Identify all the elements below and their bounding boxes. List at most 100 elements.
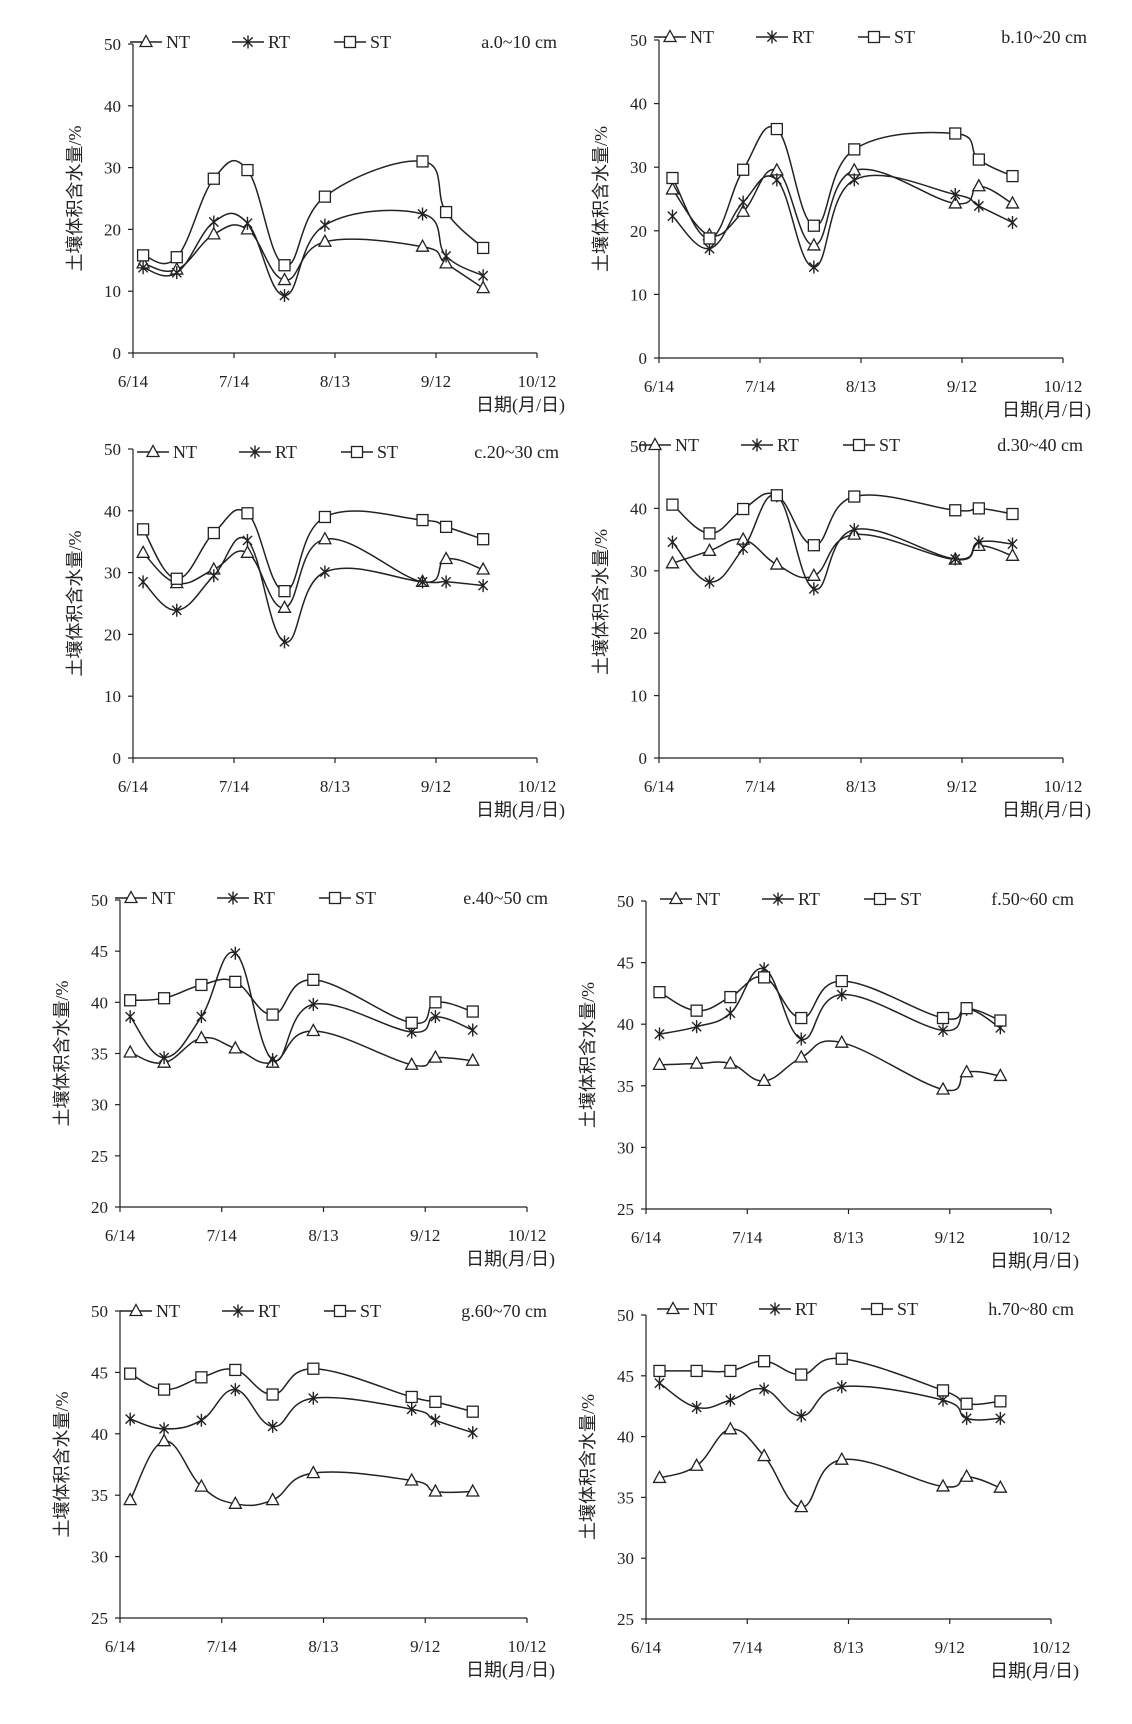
data-point-RT [242, 533, 253, 547]
data-point-ST [241, 507, 254, 520]
legend-marker-ST [852, 438, 866, 452]
legend: NT RT ST [120, 1301, 381, 1321]
data-point-ST [207, 172, 220, 185]
panel-title: h.70~80 cm [988, 1299, 1074, 1319]
y-axis-label: 土壤体积含水量/% [578, 982, 598, 1128]
series-ST [653, 971, 1007, 1027]
data-point-RT [654, 1376, 665, 1390]
data-point-ST [848, 490, 861, 503]
data-point-RT [691, 1400, 702, 1414]
data-point-ST [170, 251, 183, 264]
y-tick-label: 40 [104, 97, 121, 116]
data-point-ST [807, 219, 821, 232]
legend-marker-RT [232, 1304, 244, 1318]
data-point-ST [795, 1011, 808, 1025]
data-point-ST [703, 232, 716, 245]
x-axis-label: 日期(月/日) [466, 1249, 555, 1270]
data-point-ST [848, 143, 861, 156]
x-axis-label: 日期(月/日) [466, 1660, 555, 1681]
x-axis-label: 日期(月/日) [990, 1251, 1079, 1272]
data-point-NT [306, 1023, 321, 1037]
legend-marker-RT [751, 438, 763, 452]
legend-label-ST: ST [377, 442, 398, 462]
data-point-NT [959, 1064, 974, 1078]
data-point-RT [1007, 537, 1018, 551]
data-point-ST [195, 1371, 208, 1384]
data-point-RT [950, 188, 961, 202]
data-point-RT [725, 1393, 736, 1407]
data-point-ST [1006, 507, 1019, 521]
data-point-NT [277, 599, 292, 613]
data-point-ST [724, 1364, 737, 1378]
data-point-ST [949, 127, 962, 140]
data-point-NT [935, 1081, 951, 1095]
x-tick-label: 10/12 [1032, 1638, 1071, 1657]
data-point-NT [959, 1468, 974, 1482]
data-point-NT [240, 544, 255, 558]
x-tick-label: 7/14 [732, 1228, 763, 1247]
series-ST [136, 155, 490, 272]
data-point-ST [124, 1367, 137, 1380]
y-tick-label: 0 [639, 349, 648, 368]
legend-label-ST: ST [894, 27, 915, 47]
data-point-RT [417, 575, 428, 589]
series-line-ST [671, 125, 1013, 240]
y-tick-label: 20 [104, 220, 121, 239]
data-point-NT [769, 556, 784, 570]
legend-marker-ST [328, 891, 342, 905]
x-tick-label: 9/12 [410, 1226, 440, 1245]
data-point-NT [136, 544, 151, 558]
x-tick-label: 7/14 [745, 377, 776, 396]
panel-2: 0 10 20 30 40 50 6/14 7/14 8/13 9/12 10/12 日期(月/日) 土… [591, 27, 1091, 421]
y-tick-label: 20 [104, 625, 121, 644]
data-point-NT [1005, 195, 1020, 209]
x-tick-label: 8/13 [846, 377, 876, 396]
panel-1: 0 10 20 30 40 50 6/14 7/14 8/13 9/12 10/12 日期(月/日) 土… [65, 32, 565, 416]
data-point-ST [136, 523, 150, 536]
x-tick-label: 8/13 [308, 1637, 338, 1656]
x-tick-label: 10/12 [518, 372, 557, 391]
panel-8: 25 30 35 40 45 50 6/14 7/14 8/13 9/12 10/12 日期(月/日)… [578, 1299, 1079, 1682]
legend-label-NT: NT [156, 1301, 180, 1321]
series-ST [124, 973, 479, 1029]
data-point-NT [971, 178, 986, 192]
data-point-RT [973, 535, 984, 549]
data-point-ST [653, 1364, 666, 1378]
series-RT [138, 533, 489, 649]
y-tick-label: 40 [630, 499, 647, 518]
series-ST [666, 122, 1019, 245]
y-tick-label: 50 [617, 1306, 634, 1325]
data-point-NT [206, 226, 221, 240]
legend-label-ST: ST [900, 889, 921, 909]
x-tick-label: 10/12 [1044, 777, 1083, 796]
data-point-ST [737, 502, 750, 516]
panel-title: d.30~40 cm [997, 435, 1083, 455]
data-point-RT [279, 635, 290, 649]
data-point-ST [229, 1363, 242, 1377]
data-point-NT [689, 1457, 704, 1471]
data-point-ST [278, 259, 291, 272]
series-RT [667, 173, 1018, 274]
y-tick-label: 45 [91, 1363, 108, 1382]
x-tick-label: 8/13 [833, 1638, 863, 1657]
y-tick-label: 40 [630, 95, 647, 114]
data-point-RT [138, 261, 149, 275]
legend-label-RT: RT [777, 435, 799, 455]
legend: NT RT ST [137, 442, 398, 462]
data-point-RT [738, 541, 749, 555]
data-point-NT [665, 555, 680, 569]
series-line-NT [129, 1440, 473, 1507]
data-point-RT [759, 1382, 770, 1396]
series-line-ST [142, 508, 484, 592]
x-tick-label: 9/12 [421, 372, 451, 391]
data-point-NT [702, 542, 717, 556]
data-point-RT [279, 289, 290, 303]
data-point-ST [307, 973, 320, 986]
legend-marker-NT [668, 891, 684, 905]
data-point-RT [1007, 216, 1018, 230]
data-point-NT [428, 1483, 443, 1497]
data-point-RT [158, 1051, 170, 1065]
data-point-NT [465, 1483, 480, 1497]
legend: NT RT ST [639, 435, 900, 455]
